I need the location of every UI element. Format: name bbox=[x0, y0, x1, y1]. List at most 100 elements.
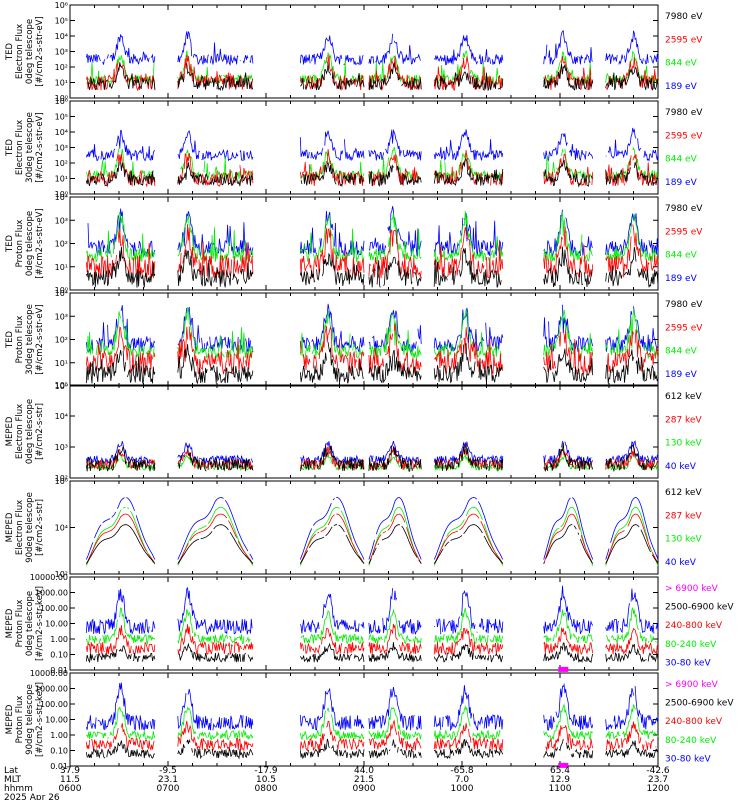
y-axis-label: MEPEDElectron Flux0deg telescope[#/cm2-s… bbox=[5, 399, 45, 464]
footer-mlt: 11.5 bbox=[60, 775, 80, 785]
y-axis-label-line: Electron Flux bbox=[15, 120, 25, 175]
y-tick-label: 10⁴ bbox=[55, 32, 68, 41]
y-tick-label: 10² bbox=[55, 570, 68, 579]
y-axis-label-line: 90deg telescope bbox=[25, 492, 35, 563]
legend-entry: 287 keV bbox=[665, 511, 702, 521]
series-trace bbox=[85, 323, 659, 375]
y-tick-label: 10⁶ bbox=[55, 477, 68, 486]
legend-entry: 2500-6900 keV bbox=[665, 699, 734, 709]
panel-2: 10⁰ 10¹ 10² 10³ 10⁴ 10⁵ 10⁶ TEDElectron Flux30d… bbox=[5, 97, 703, 199]
series-trace bbox=[85, 158, 659, 188]
footer-mlt: 23.1 bbox=[158, 775, 178, 785]
footer-mlt: 23.7 bbox=[648, 775, 668, 785]
footer-time: 0600 bbox=[59, 784, 82, 794]
legend-entry: 2500-6900 keV bbox=[665, 603, 734, 613]
y-axis-label-line: [#/cm2-s-str] bbox=[35, 403, 45, 460]
y-tick-label: 10² bbox=[55, 159, 68, 168]
footer-time: 1000 bbox=[451, 784, 474, 794]
legend-entry: 7980 eV bbox=[665, 204, 703, 214]
legend-entry: 30-80 keV bbox=[665, 754, 711, 764]
legend-entry: 7980 eV bbox=[665, 12, 703, 22]
y-tick-label: 10⁶ bbox=[55, 1, 68, 10]
y-axis-label-line: Electron Flux bbox=[15, 24, 25, 79]
y-axis-label-line: [#/cm2-s-str-eV] bbox=[35, 16, 45, 86]
footer-time: 0800 bbox=[255, 784, 278, 794]
legend-entry: 40 keV bbox=[665, 462, 697, 472]
y-tick-label: 10⁰ bbox=[55, 382, 68, 391]
legend-entry: 2595 eV bbox=[665, 227, 703, 237]
y-tick-label: 10⁴ bbox=[55, 128, 68, 137]
y-axis-label: TEDElectron Flux0deg telescope[#/cm2-s-s… bbox=[5, 16, 45, 86]
y-tick-label: 0.10 bbox=[50, 651, 68, 660]
series-trace bbox=[85, 506, 659, 566]
legend-entry: 130 keV bbox=[665, 439, 702, 449]
y-tick-label: 10⁴ bbox=[55, 524, 68, 533]
y-axis-label: TEDProton Flux30deg telescope[#/cm2-s-st… bbox=[5, 304, 45, 375]
y-tick-label: 10.00 bbox=[45, 716, 68, 725]
series-trace bbox=[85, 306, 659, 360]
y-tick-label: 10³ bbox=[55, 216, 68, 225]
y-tick-label: 10³ bbox=[55, 48, 68, 57]
y-axis-label-line: Electron Flux bbox=[15, 404, 25, 459]
y-tick-label: 10000.00 bbox=[30, 669, 68, 678]
y-tick-label: 10¹ bbox=[55, 359, 68, 368]
legend-entry: 612 keV bbox=[665, 488, 702, 498]
legend-entry: 189 eV bbox=[665, 274, 698, 284]
series-trace bbox=[85, 127, 659, 162]
legend-entry: 7980 eV bbox=[665, 108, 703, 118]
y-tick-label: 10³ bbox=[55, 443, 68, 452]
y-axis-label-line: 30deg telescope bbox=[25, 304, 35, 375]
y-axis-label-line: 90deg telescope bbox=[25, 684, 35, 755]
legend-entry: 80-240 keV bbox=[665, 736, 717, 746]
legend-entry: 189 eV bbox=[665, 370, 698, 380]
y-axis-label-line: 0deg telescope bbox=[25, 19, 35, 84]
y-tick-label: 10⁵ bbox=[55, 17, 68, 26]
y-tick-label: 10² bbox=[55, 474, 68, 483]
series-trace bbox=[558, 666, 569, 672]
y-tick-label: 10.00 bbox=[45, 620, 68, 629]
series-trace bbox=[85, 210, 659, 264]
footer-lat: -42.6 bbox=[646, 766, 670, 776]
panel-5: 10² 10³ 10⁴ 10⁵ MEPEDElectron Flux0deg teles… bbox=[5, 381, 702, 483]
legend-entry: 30-80 keV bbox=[665, 658, 711, 668]
panel-3: 10⁰ 10¹ 10² 10³ 10⁴ TEDProton Flux0deg telesc… bbox=[5, 193, 703, 295]
footer-mlt: 12.9 bbox=[550, 775, 570, 785]
y-axis-label-line: Electron Flux bbox=[15, 500, 25, 555]
y-axis-label: MEPEDProton Flux90deg telescope[#/cm2-s-… bbox=[5, 682, 45, 757]
y-tick-label: 1.00 bbox=[50, 635, 68, 644]
y-tick-label: 10⁰ bbox=[55, 190, 68, 199]
panel-4: 10⁰ 10¹ 10² 10³ 10⁴ TEDProton Flux30deg teles… bbox=[5, 289, 703, 391]
y-axis-label-line: TED bbox=[5, 42, 15, 61]
y-axis-label-line: MEPED bbox=[5, 416, 15, 446]
footer-mlt: 21.5 bbox=[354, 775, 374, 785]
panel-frame bbox=[69, 576, 659, 671]
y-tick-label: 10⁵ bbox=[55, 381, 68, 390]
y-axis-label-line: TED bbox=[5, 138, 15, 157]
y-tick-label: 1000.00 bbox=[35, 685, 68, 694]
y-tick-label: 10⁴ bbox=[55, 289, 68, 298]
footer-row-label: hhmm bbox=[4, 784, 33, 794]
footer-time: 1100 bbox=[549, 784, 572, 794]
y-axis-label-line: [#/cm2-s-str-keV] bbox=[35, 586, 45, 661]
y-axis-label-line: [#/cm2-s-str-eV] bbox=[35, 208, 45, 278]
series-trace bbox=[87, 61, 659, 92]
y-axis-label: TEDProton Flux0deg telescope[#/cm2-s-str… bbox=[5, 208, 45, 278]
legend-entry: 189 eV bbox=[665, 178, 698, 188]
footer-date: 2025 Apr 26 bbox=[4, 793, 60, 800]
footer-time: 1200 bbox=[647, 784, 670, 794]
legend-entry: 844 eV bbox=[665, 155, 698, 165]
legend-entry: 240-800 keV bbox=[665, 621, 723, 631]
series-trace bbox=[85, 623, 659, 656]
y-tick-label: 10³ bbox=[55, 144, 68, 153]
y-tick-label: 10⁶ bbox=[55, 97, 68, 106]
y-axis-label-line: 0deg telescope bbox=[25, 211, 35, 276]
y-tick-label: 1.00 bbox=[50, 731, 68, 740]
footer-lat: 65.4 bbox=[550, 766, 570, 776]
footer-time: 0700 bbox=[157, 784, 180, 794]
y-tick-label: 0.01 bbox=[50, 762, 68, 771]
y-axis-label-line: Proton Flux bbox=[15, 696, 25, 744]
series-trace bbox=[85, 513, 659, 564]
y-axis-label-line: TED bbox=[5, 330, 15, 349]
series-trace bbox=[85, 497, 659, 560]
footer-mlt: 10.5 bbox=[256, 775, 276, 785]
